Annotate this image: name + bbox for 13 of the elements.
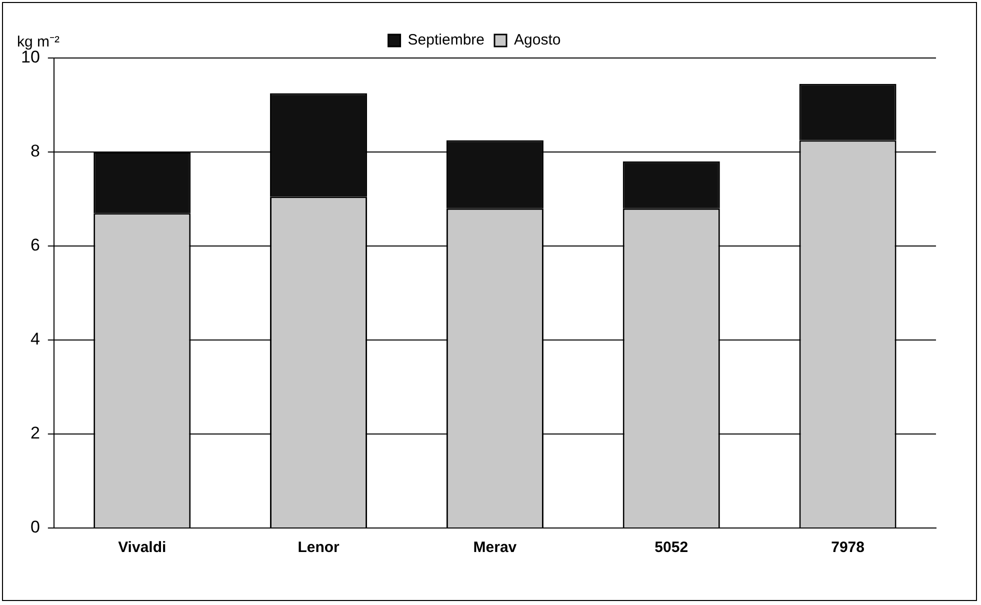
- y-tick-label: 2: [30, 424, 40, 443]
- y-axis-title: kg m⁻²: [17, 34, 60, 51]
- x-tick-label: 5052: [654, 539, 688, 556]
- x-tick-label: Lenor: [298, 539, 340, 556]
- legend-label: Agosto: [514, 32, 561, 49]
- y-tick-label: 0: [30, 518, 40, 537]
- x-tick-label: Vivaldi: [118, 539, 166, 556]
- legend-label: Septiembre: [408, 32, 485, 49]
- x-tick-label: 7978: [831, 539, 864, 556]
- y-tick-label: 4: [30, 330, 40, 349]
- x-tick-label: Merav: [473, 539, 518, 556]
- y-tick-label: 6: [30, 236, 40, 255]
- y-tick-label: 8: [30, 142, 40, 161]
